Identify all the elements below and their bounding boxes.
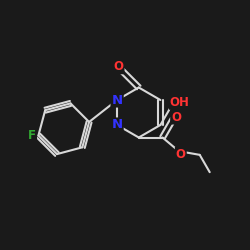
Text: O: O (171, 110, 181, 124)
Text: N: N (112, 118, 123, 132)
Text: O: O (176, 148, 186, 161)
Text: OH: OH (170, 96, 190, 109)
Text: F: F (28, 129, 36, 142)
Text: O: O (114, 60, 124, 73)
Text: N: N (112, 94, 123, 106)
